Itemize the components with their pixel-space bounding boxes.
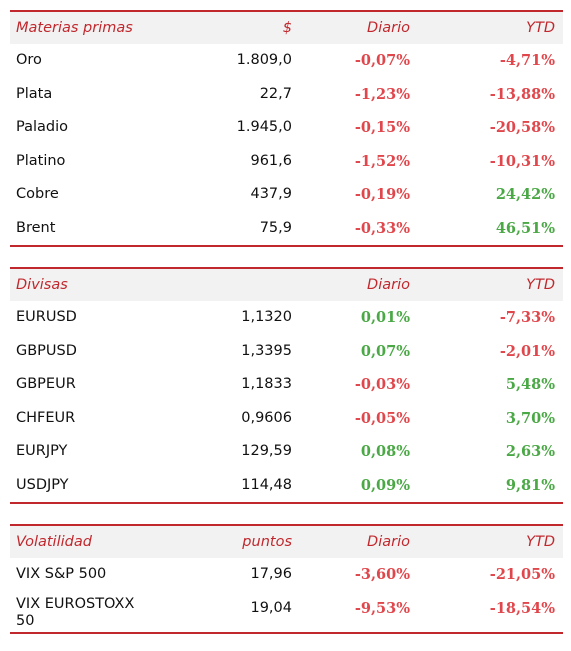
row-value: 1.945,0 — [236, 119, 292, 135]
row-name: EURJPY — [16, 443, 68, 459]
row-value: 437,9 — [250, 186, 292, 202]
table-bottom-rule — [10, 631, 563, 634]
row-name: VIX S&P 500 — [16, 566, 107, 582]
row-ytd: 3,70% — [505, 409, 555, 427]
row-daily: -1,23% — [354, 85, 410, 103]
row-value: 0,9606 — [241, 409, 292, 426]
row-ytd: -4,71% — [499, 52, 555, 69]
row-value: 17,96 — [250, 566, 292, 582]
table-row: VIX EUROSTOXX 50 19,04 -9,53% -18,54% — [10, 592, 563, 632]
table-bottom-rule — [10, 502, 563, 504]
table-row: Paladio 1.945,0 -0,15% -20,58% — [10, 111, 563, 145]
row-value: 961,6 — [250, 152, 292, 169]
commodities-table: Materias primas $ Diario YTD Oro 1.809,0… — [10, 10, 563, 247]
row-value: 129,59 — [241, 443, 292, 459]
table-row: VIX S&P 500 17,96 -3,60% -21,05% — [10, 558, 563, 592]
table-header: Materias primas $ Diario YTD — [10, 10, 563, 44]
row-daily: -3,60% — [354, 566, 410, 583]
row-value: 1.809,0 — [236, 52, 292, 68]
row-name: VIX EUROSTOXX 50 — [16, 595, 135, 629]
currencies-table: Divisas Diario YTD EURUSD 1,1320 0,01% -… — [10, 267, 563, 504]
row-name: Oro — [16, 52, 42, 68]
row-name: Paladio — [16, 119, 68, 135]
table-row: EURJPY 129,59 0,08% 2,63% — [10, 435, 563, 469]
row-daily: 0,09% — [360, 476, 410, 494]
row-value: 75,9 — [259, 219, 292, 236]
row-daily: 0,07% — [360, 342, 410, 360]
row-daily: -0,05% — [354, 409, 410, 427]
row-value: 1,1320 — [241, 309, 292, 325]
header-ytd: YTD — [526, 277, 555, 293]
row-name: Brent — [16, 219, 56, 236]
table-header: Volatilidad puntos Diario YTD — [10, 524, 563, 558]
header-name: Materias primas — [16, 20, 133, 36]
table-row: Plata 22,7 -1,23% -13,88% — [10, 78, 563, 112]
row-ytd: 2,63% — [505, 443, 555, 460]
row-ytd: -2,01% — [499, 342, 555, 360]
header-value: puntos — [242, 534, 292, 550]
row-ytd: -20,58% — [489, 119, 555, 136]
table-row: USDJPY 114,48 0,09% 9,81% — [10, 469, 563, 503]
row-ytd: -21,05% — [489, 566, 555, 583]
table-header: Divisas Diario YTD — [10, 267, 563, 301]
table-row: GBPUSD 1,3395 0,07% -2,01% — [10, 335, 563, 369]
header-value: $ — [282, 20, 292, 36]
row-ytd: -13,88% — [489, 85, 555, 103]
table-row: Brent 75,9 -0,33% 46,51% — [10, 212, 563, 246]
row-name: Plata — [16, 85, 53, 102]
header-ytd: YTD — [526, 20, 555, 36]
header-ytd: YTD — [526, 534, 555, 550]
row-name: CHFEUR — [16, 409, 76, 426]
row-ytd: 9,81% — [505, 476, 555, 494]
row-daily: 0,01% — [360, 309, 410, 326]
table-row: Oro 1.809,0 -0,07% -4,71% — [10, 44, 563, 78]
row-name: USDJPY — [16, 476, 69, 493]
row-value: 1,1833 — [241, 376, 292, 392]
header-daily: Diario — [367, 277, 410, 293]
row-ytd: -7,33% — [499, 309, 555, 326]
volatility-table: Volatilidad puntos Diario YTD VIX S&P 50… — [10, 524, 563, 634]
row-daily: 0,08% — [360, 443, 410, 460]
row-value: 114,48 — [241, 476, 292, 493]
table-row: EURUSD 1,1320 0,01% -7,33% — [10, 301, 563, 335]
row-daily: -0,15% — [354, 119, 410, 136]
row-daily: -0,33% — [354, 219, 410, 237]
row-name: GBPUSD — [16, 342, 77, 359]
row-value: 1,3395 — [241, 342, 292, 359]
row-name: GBPEUR — [16, 376, 76, 392]
header-daily: Diario — [367, 534, 410, 550]
header-name: Volatilidad — [16, 534, 92, 550]
row-ytd: -10,31% — [489, 152, 555, 170]
row-ytd: 24,42% — [495, 186, 555, 203]
row-daily: -1,52% — [354, 152, 410, 170]
row-ytd: 5,48% — [505, 376, 555, 393]
table-row: Platino 961,6 -1,52% -10,31% — [10, 145, 563, 179]
row-daily: -0,03% — [354, 376, 410, 393]
table-row: GBPEUR 1,1833 -0,03% 5,48% — [10, 368, 563, 402]
row-daily: -0,07% — [354, 52, 410, 69]
table-bottom-rule — [10, 245, 563, 247]
row-ytd: 46,51% — [495, 219, 555, 237]
row-daily: -0,19% — [354, 186, 410, 203]
header-name: Divisas — [16, 277, 68, 293]
row-value: 19,04 — [250, 599, 292, 616]
row-daily: -9,53% — [354, 599, 410, 617]
row-ytd: -18,54% — [489, 599, 555, 617]
table-row: CHFEUR 0,9606 -0,05% 3,70% — [10, 402, 563, 436]
row-value: 22,7 — [259, 85, 292, 102]
row-name: EURUSD — [16, 309, 77, 325]
row-name: Platino — [16, 152, 66, 169]
header-daily: Diario — [367, 20, 410, 36]
table-row: Cobre 437,9 -0,19% 24,42% — [10, 178, 563, 212]
row-name: Cobre — [16, 186, 59, 202]
